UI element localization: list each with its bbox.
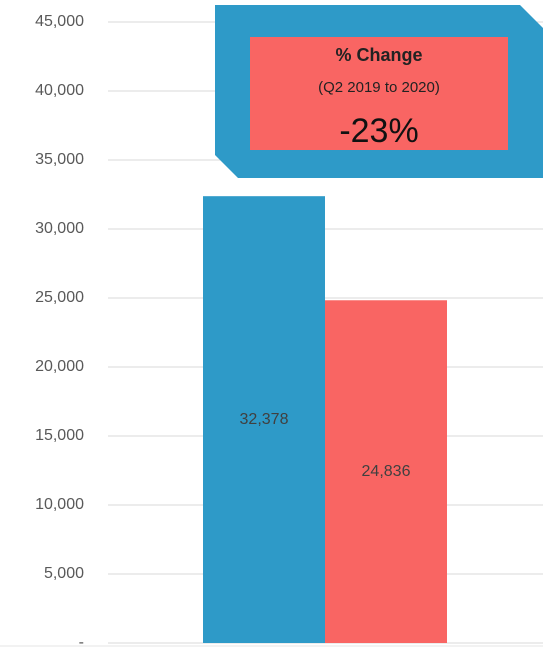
- y-tick-label: 45,000: [35, 13, 84, 30]
- callout-box: [250, 37, 508, 150]
- y-tick-label: 10,000: [35, 496, 84, 513]
- y-tick-label: -: [79, 634, 84, 647]
- callout-value: -23%: [339, 112, 418, 150]
- y-tick-label: 5,000: [44, 565, 84, 582]
- y-tick-label: 20,000: [35, 358, 84, 375]
- bar: [203, 196, 325, 643]
- callout-subtitle: (Q2 2019 to 2020): [318, 79, 440, 96]
- bar: [325, 300, 447, 643]
- callout: % Change (Q2 2019 to 2020) -23%: [215, 5, 543, 178]
- y-tick-label: 30,000: [35, 220, 84, 237]
- y-tick-label: 25,000: [35, 289, 84, 306]
- value-label: 24,836: [362, 463, 411, 480]
- callout-title: % Change: [335, 45, 422, 65]
- y-tick-label: 40,000: [35, 82, 84, 99]
- value-label: 32,378: [240, 411, 289, 428]
- y-tick-label: 15,000: [35, 427, 84, 444]
- bars: 32,378 24,836: [203, 196, 447, 643]
- y-tick-label: 35,000: [35, 151, 84, 168]
